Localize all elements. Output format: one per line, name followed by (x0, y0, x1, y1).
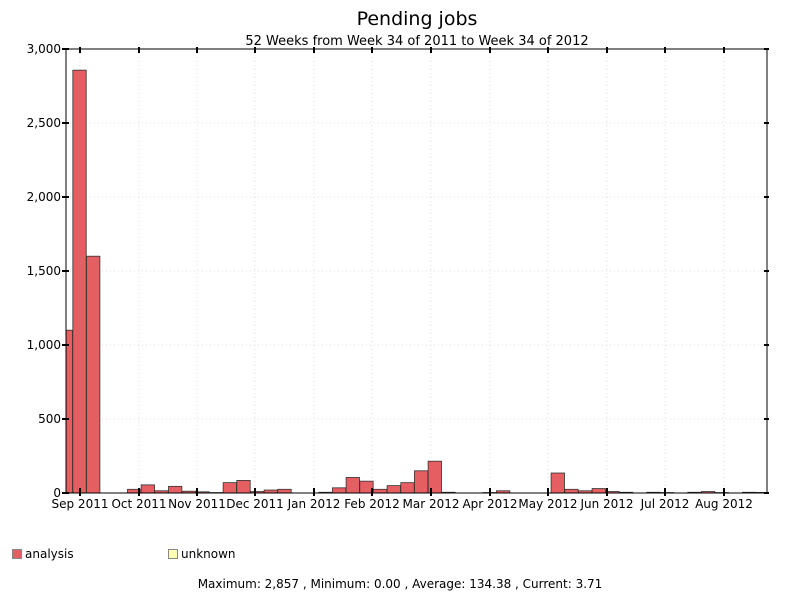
x-tick-label: May 2012 (518, 497, 577, 511)
y-tick-label: 1,000 (27, 338, 61, 352)
legend-label-analysis: analysis (25, 547, 74, 561)
x-tick-label: Aug 2012 (695, 497, 753, 511)
y-tick-label: 2,000 (27, 190, 61, 204)
bar-analysis (332, 487, 347, 494)
bar-analysis (168, 485, 183, 494)
axes (65, 48, 768, 494)
bar-analysis (140, 484, 155, 494)
bar-analysis (550, 472, 565, 494)
x-tick-label: Apr 2012 (462, 497, 517, 511)
x-tick-label: Oct 2011 (111, 497, 166, 511)
legend-swatch-unknown (168, 549, 178, 559)
bar-analysis (72, 69, 87, 494)
x-tick-label: Jan 2012 (287, 497, 341, 511)
bar-analysis (222, 482, 237, 494)
y-tick-label: 0 (53, 486, 61, 500)
y-tick-label: 2,500 (27, 116, 61, 130)
y-tick-label: 500 (38, 412, 61, 426)
bar-analysis (591, 488, 606, 494)
bar-analysis (564, 488, 579, 494)
legend-item-unknown: unknown (168, 547, 236, 561)
bar-analysis (236, 480, 251, 494)
chart-footer-stats: Maximum: 2,857 , Minimum: 0.00 , Average… (197, 577, 603, 591)
bars (65, 69, 768, 494)
bar-analysis (65, 329, 73, 494)
bar-analysis (400, 482, 415, 494)
x-tick-label: Nov 2011 (168, 497, 226, 511)
y-tick-label: 1,500 (27, 264, 61, 278)
y-tick-label: 3,000 (27, 42, 61, 56)
chart-title: Pending jobs (356, 8, 478, 30)
x-tick-label: Jul 2012 (640, 497, 690, 511)
legend-label-unknown: unknown (181, 547, 236, 561)
grid (66, 49, 767, 493)
bar-analysis (414, 470, 429, 494)
bar-analysis (345, 477, 360, 494)
bar-analysis (373, 488, 388, 494)
legend-item-analysis: analysis (12, 547, 74, 561)
bar-analysis (386, 485, 401, 494)
x-tick-label: Feb 2012 (344, 497, 400, 511)
ticks: 0 500 1,000 1,500 2,000 2,500 3,000 Sep 2011 Oct… (27, 42, 769, 511)
bar-analysis (277, 488, 292, 494)
bar-analysis (86, 255, 101, 494)
x-tick-label: Mar 2012 (403, 497, 460, 511)
x-tick-label: Sep 2011 (52, 497, 109, 511)
chart-subtitle: 52 Weeks from Week 34 of 2011 to Week 34… (245, 34, 589, 49)
plot-frame (65, 48, 768, 494)
x-tick-label: Dec 2011 (226, 497, 284, 511)
legend-swatch-analysis (12, 549, 22, 559)
x-tick-label: Jun 2012 (579, 497, 633, 511)
